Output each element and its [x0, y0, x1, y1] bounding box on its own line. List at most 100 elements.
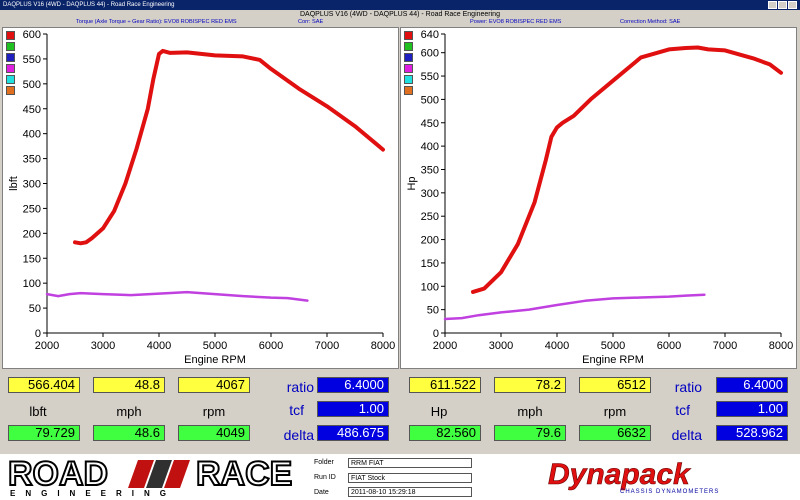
- x-tick-label: 8000: [371, 340, 395, 352]
- left-delta-value: 486.675: [317, 425, 389, 441]
- x-tick-label: 3000: [91, 340, 115, 352]
- series-swatch-3[interactable]: [404, 53, 413, 62]
- y-tick-label: 200: [23, 228, 41, 240]
- power-chart-panel: 0 50 100 150 200 250 300 350 400 450 500 550 600 640 2…: [400, 27, 797, 369]
- right-delta-value: 528.962: [716, 425, 788, 441]
- right-tcf-label: tcf: [675, 402, 690, 418]
- road-race-logo: ROAD RACE ENGINEERING: [7, 456, 293, 498]
- x-tick-label: 5000: [601, 340, 625, 352]
- y-tick-label: 50: [427, 305, 439, 317]
- y-tick-label: 500: [421, 94, 439, 106]
- right-unit-3: rpm: [603, 404, 627, 419]
- y-tick-label: 400: [421, 141, 439, 153]
- left-top-value-2: 48.8: [93, 377, 165, 393]
- right-corr-label: Correction Method: SAE: [620, 19, 681, 25]
- series-line-1: [73, 48, 385, 246]
- left-delta-label: delta: [283, 427, 314, 443]
- left-bottom-value-1: 79.729: [8, 425, 80, 441]
- x-axis-label: Engine RPM: [184, 354, 246, 366]
- logo-slash-3: [164, 460, 190, 488]
- right-delta-label: delta: [671, 427, 702, 443]
- dynapack-logo: Dynapack CHASSIS DYNAMOMETERS: [548, 458, 719, 495]
- series-swatch-6[interactable]: [404, 86, 413, 95]
- x-tick-label: 4000: [147, 340, 171, 352]
- left-ratio-value: 6.4000: [317, 377, 389, 393]
- x-tick-label: 2000: [433, 340, 457, 352]
- y-tick-label: 600: [421, 48, 439, 60]
- info-label-date: Date: [314, 489, 329, 496]
- torque-chart: 0 50 100 150 200 250 300 350 400 450 500 550 600 2000…: [8, 29, 395, 366]
- y-tick-label: 450: [421, 118, 439, 130]
- y-tick-label: 150: [23, 253, 41, 265]
- series-line-2: [443, 293, 706, 321]
- series-swatch-2[interactable]: [404, 42, 413, 51]
- series-swatch-4[interactable]: [6, 64, 15, 73]
- series-swatch-3[interactable]: [6, 53, 15, 62]
- x-tick-label: 7000: [713, 340, 737, 352]
- y-tick-label: 300: [421, 188, 439, 200]
- y-tick-label: 0: [35, 328, 41, 340]
- x-tick-label: 8000: [769, 340, 793, 352]
- logo-word-2: RACE: [196, 456, 292, 493]
- right-ratio-label: ratio: [674, 379, 702, 395]
- series-swatch-1[interactable]: [6, 31, 15, 40]
- right-unit-1: Hp: [430, 404, 448, 419]
- left-bottom-value-3: 4049: [178, 425, 250, 441]
- y-tick-label: 200: [421, 235, 439, 247]
- y-axis-label: Hp: [406, 176, 418, 190]
- y-tick-label: 350: [23, 154, 41, 166]
- left-tcf-value: 1.00: [317, 401, 389, 417]
- y-tick-label: 150: [421, 258, 439, 270]
- info-value-folder: RRM FIAT: [348, 458, 472, 468]
- series-swatch-5[interactable]: [404, 75, 413, 84]
- left-bottom-value-2: 48.6: [93, 425, 165, 441]
- x-tick-label: 7000: [315, 340, 339, 352]
- y-axis-label: lbft: [8, 176, 20, 191]
- dynapack-brand: Dynapack: [548, 458, 691, 491]
- y-tick-label: 450: [23, 104, 41, 116]
- right-tcf-value: 1.00: [716, 401, 788, 417]
- x-tick-label: 4000: [545, 340, 569, 352]
- right-bottom-value-3: 6632: [579, 425, 651, 441]
- right-bottom-value-2: 79.6: [494, 425, 566, 441]
- x-tick-label: 5000: [203, 340, 227, 352]
- left-corr-label: Corr: SAE: [298, 19, 324, 25]
- left-top-value-3: 4067: [178, 377, 250, 393]
- left-tcf-label: tcf: [289, 402, 304, 418]
- y-tick-label: 350: [421, 164, 439, 176]
- series-swatch-4[interactable]: [404, 64, 413, 73]
- left-unit-3: rpm: [202, 404, 226, 419]
- series-swatch-1[interactable]: [404, 31, 413, 40]
- x-tick-label: 6000: [657, 340, 681, 352]
- series-swatch-6[interactable]: [6, 86, 15, 95]
- y-tick-label: 550: [23, 54, 41, 66]
- y-tick-label: 300: [23, 179, 41, 191]
- right-top-value-2: 78.2: [494, 377, 566, 393]
- logo-subtitle: ENGINEERING: [10, 489, 176, 498]
- left-ratio-label: ratio: [286, 379, 314, 395]
- x-tick-label: 3000: [489, 340, 513, 352]
- y-tick-label: 100: [421, 281, 439, 293]
- y-tick-label: 50: [29, 303, 41, 315]
- left-unit-2: mph: [116, 404, 142, 419]
- series-line-1: [471, 45, 783, 294]
- right-measure-label: Power: EVO8 ROBISPEC RED EMS: [470, 19, 562, 25]
- close-button[interactable]: [788, 1, 797, 9]
- series-swatch-5[interactable]: [6, 75, 15, 84]
- maximize-button[interactable]: [778, 1, 787, 9]
- power-chart: 0 50 100 150 200 250 300 350 400 450 500 550 600 640 2…: [406, 29, 793, 366]
- y-tick-label: 0: [433, 328, 439, 340]
- y-tick-label: 400: [23, 129, 41, 141]
- y-tick-label: 600: [23, 29, 41, 41]
- series-swatch-2[interactable]: [6, 42, 15, 51]
- torque-chart-panel: 0 50 100 150 200 250 300 350 400 450 500 550 600 2000…: [2, 27, 399, 369]
- x-axis-label: Engine RPM: [582, 354, 644, 366]
- y-tick-label: 250: [421, 211, 439, 223]
- minimize-button[interactable]: [768, 1, 777, 9]
- info-value-runid: FIAT Stock: [348, 473, 472, 483]
- right-bottom-value-1: 82.560: [409, 425, 481, 441]
- right-top-value-1: 611.522: [409, 377, 481, 393]
- x-tick-label: 2000: [35, 340, 59, 352]
- left-top-value-1: 566.404: [8, 377, 80, 393]
